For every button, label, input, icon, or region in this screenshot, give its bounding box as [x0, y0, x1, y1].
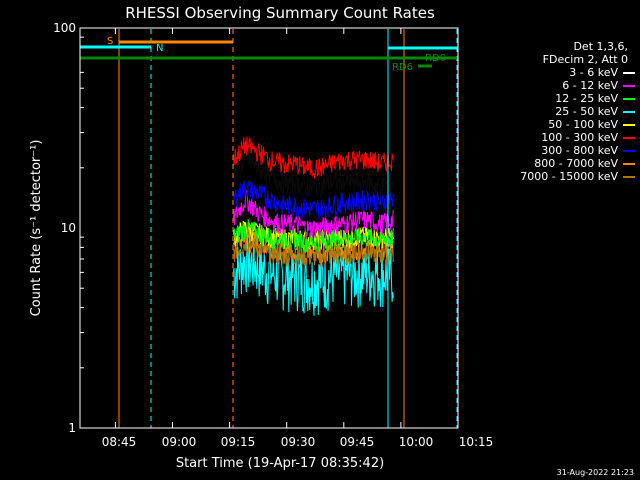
series-line — [232, 180, 394, 220]
legend-label: 800 - 7000 keV — [534, 157, 618, 170]
legend-detectors: Det 1,3,6, — [573, 40, 628, 53]
legend-label: 6 - 12 keV — [562, 79, 618, 92]
series-line — [232, 149, 394, 199]
chart-title: RHESSI Observing Summary Count Rates — [125, 4, 435, 22]
legend-entry: 800 - 7000 keV — [475, 157, 635, 170]
legend-swatch — [623, 110, 635, 113]
series-line — [232, 220, 394, 251]
rd0-label: RD0 — [425, 53, 446, 64]
legend-swatch — [623, 149, 635, 152]
legend-swatch — [623, 136, 635, 139]
legend-label: 50 - 100 keV — [548, 118, 618, 131]
legend-entry: 3 - 6 keV — [475, 66, 635, 79]
series-line — [232, 235, 394, 267]
rd6-label: RD6 — [392, 62, 413, 73]
series-line — [232, 190, 394, 239]
legend-label: 7000 - 15000 keV — [520, 170, 618, 183]
legend-swatch — [623, 71, 635, 74]
y-tick-label: 100 — [53, 21, 76, 35]
legend-decimation: FDecim 2, Att 0 — [542, 53, 628, 66]
markers — [118, 29, 458, 428]
x-tick-label: 08:45 — [102, 435, 137, 449]
legend-entry: 50 - 100 keV — [475, 118, 635, 131]
data-layer — [80, 28, 459, 428]
y-tick-label: 1 — [68, 421, 76, 435]
legend-header: Det 1,3,6, FDecim 2, Att 0 — [543, 40, 628, 66]
y-axis-label: Count Rate (s⁻¹ detector⁻¹) — [29, 140, 44, 317]
legend-entry: 7000 - 15000 keV — [475, 170, 635, 183]
footer-date: 31-Aug-2022 21:23 — [556, 468, 634, 477]
legend-swatch — [623, 84, 635, 87]
legend-entry: 6 - 12 keV — [475, 79, 635, 92]
x-tick-label: 10:00 — [399, 435, 434, 449]
legend-entry: 100 - 300 keV — [475, 131, 635, 144]
series-line — [232, 219, 394, 253]
x-tick-label: 09:00 — [162, 435, 197, 449]
legend-entry: 300 - 800 keV — [475, 144, 635, 157]
legend-label: 300 - 800 keV — [541, 144, 618, 157]
x-tick-label: 09:30 — [281, 435, 316, 449]
x-tick-label: 09:15 — [221, 435, 256, 449]
x-tick-label: 09:45 — [340, 435, 375, 449]
series-line — [232, 136, 394, 179]
legend-swatch — [623, 162, 635, 165]
x-axis-label: Start Time (19-Apr-17 08:35:42) — [176, 456, 384, 471]
y-tick-label: 10 — [61, 221, 76, 235]
legend-label: 25 - 50 keV — [555, 105, 618, 118]
legend-entry: 25 - 50 keV — [475, 105, 635, 118]
night-label: N — [156, 43, 163, 54]
plot-frame — [79, 27, 459, 429]
legend-swatch — [623, 123, 635, 126]
legend: 3 - 6 keV 6 - 12 keV 12 - 25 keV 25 - 50 ke… — [475, 66, 635, 183]
series-line — [232, 233, 394, 316]
legend-label: 100 - 300 keV — [541, 131, 618, 144]
saa-label: S — [107, 36, 113, 47]
legend-swatch — [623, 175, 635, 178]
legend-label: 3 - 6 keV — [569, 66, 618, 79]
legend-label: 12 - 25 keV — [555, 92, 618, 105]
interval-bars: S N RD0 RD6 — [80, 36, 458, 73]
legend-swatch — [623, 97, 635, 100]
legend-entry: 12 - 25 keV — [475, 92, 635, 105]
x-tick-label: 10:15 — [459, 435, 494, 449]
